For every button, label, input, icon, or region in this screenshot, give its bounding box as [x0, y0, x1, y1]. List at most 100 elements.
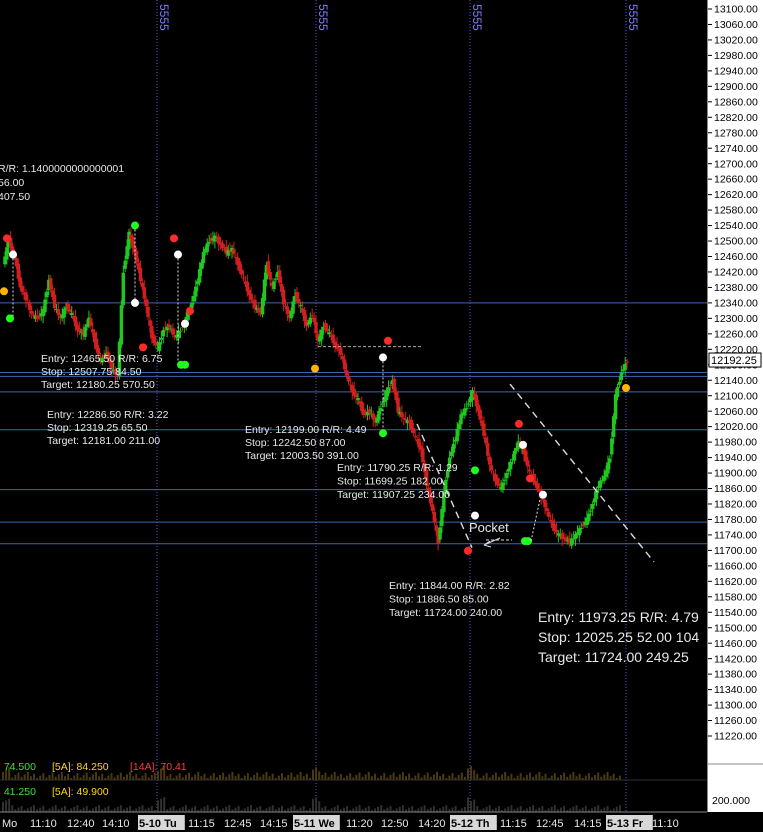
session-marker-label: 5555 — [316, 4, 330, 31]
candle-body — [508, 461, 513, 470]
candle-body — [495, 477, 499, 485]
candle-body — [24, 292, 28, 301]
price-tick-label: 11380.00 — [714, 669, 757, 681]
candle-body — [83, 327, 87, 337]
time-label-highlight — [138, 815, 185, 830]
candle-body — [113, 369, 118, 375]
time-tick-label: 14:10 — [102, 818, 130, 830]
candle-body — [613, 394, 618, 420]
price-axis: 13100.00 13060.00 13020.00 12980.00 12940.00… — [707, 0, 763, 812]
candle-body — [264, 264, 269, 280]
annotation-trade-3: Entry: 12199.00 R/R: 4.49 — [245, 424, 367, 436]
candle-body — [392, 378, 396, 392]
candle-body — [344, 370, 349, 376]
volume-bar — [560, 775, 562, 780]
annotation-trade-6: Target: 11724.00 249.25 — [538, 649, 689, 665]
volume-bar — [85, 806, 88, 812]
volume-bar — [20, 776, 23, 780]
candle-body — [138, 267, 143, 282]
volume-bar — [432, 806, 435, 812]
candle-body — [350, 385, 354, 393]
candle-body — [615, 387, 620, 398]
volume-bar — [591, 777, 593, 780]
candle-body — [327, 332, 332, 335]
volume-bar — [361, 776, 364, 780]
candle-body — [335, 343, 339, 349]
candle-body — [291, 301, 295, 314]
volume-bar — [299, 807, 302, 812]
trade-marker — [622, 383, 630, 392]
time-label-highlight — [450, 815, 497, 830]
candle-body — [300, 308, 305, 313]
volume-bar — [448, 809, 451, 812]
price-tick-label: 12940.00 — [714, 65, 758, 77]
volume-bar — [274, 809, 277, 812]
volume-bar — [498, 776, 500, 780]
annotation-top-partial: R/R: 1.1400000000000001 — [0, 163, 124, 175]
volume-bar — [488, 777, 491, 780]
volume-bar — [172, 778, 175, 780]
volume-bar — [225, 776, 228, 780]
candle-body — [440, 509, 444, 526]
volume-bar — [513, 778, 516, 780]
candle-body — [550, 520, 555, 528]
volume-bar — [234, 776, 237, 780]
volume-bar — [29, 806, 32, 812]
price-tick-label: 11620.00 — [714, 576, 757, 588]
candle-body — [552, 524, 557, 532]
volume-bar — [374, 773, 376, 780]
volume-bar — [95, 772, 97, 780]
volume-bar — [566, 810, 569, 812]
candle-body — [402, 417, 406, 419]
candle-body — [205, 243, 209, 252]
volume-bar — [544, 773, 547, 780]
candle-body — [260, 297, 265, 315]
volume-bar — [575, 776, 578, 780]
candle-body — [547, 511, 551, 517]
candle-body — [192, 295, 196, 302]
volume-bar — [535, 809, 538, 812]
volume-bar — [259, 806, 262, 812]
candle-body — [583, 522, 587, 525]
volume-bar — [181, 777, 184, 780]
volume-bar — [355, 806, 358, 812]
volume-bar — [33, 805, 35, 812]
candle-body — [195, 281, 200, 285]
volume-bar — [45, 777, 48, 780]
annotation-trade-6: Entry: 11973.25 R/R: 4.79 — [538, 609, 699, 625]
volume-bar — [467, 797, 469, 812]
trade-marker — [384, 336, 392, 345]
annotation-trade-2: Entry: 12286.50 R/R: 3.22 — [47, 409, 169, 421]
volume-bar — [414, 775, 417, 780]
candle-body — [623, 363, 627, 371]
volume-bar — [116, 775, 119, 780]
candle-body — [176, 330, 181, 339]
volume-bar — [163, 797, 166, 812]
candle-body — [58, 316, 62, 318]
volume-bar — [250, 777, 252, 780]
volume-bar — [587, 773, 590, 780]
volume-bar — [228, 774, 231, 780]
time-tick-label: 5-12 Th — [451, 818, 490, 830]
candle-body — [598, 480, 603, 488]
price-tick-label: 12860.00 — [714, 96, 758, 108]
candle-body — [549, 519, 553, 521]
volume-bar — [538, 772, 541, 780]
volume-bar — [98, 776, 101, 780]
candle-body — [39, 313, 43, 316]
volume-bar — [2, 772, 4, 780]
volume-bar — [23, 774, 26, 780]
volume-bar — [482, 808, 485, 812]
candle-body — [434, 525, 438, 531]
volume-bar — [563, 806, 566, 812]
candlesticks — [3, 227, 629, 551]
volume-bar — [29, 776, 32, 780]
volume-bar — [51, 806, 54, 812]
volume-bar — [606, 806, 609, 812]
volume-bar — [603, 774, 606, 780]
candle-body — [64, 307, 68, 310]
time-tick-label: 5-11 We — [294, 818, 335, 830]
volume-bar — [377, 806, 380, 812]
annotation-trade-4: Entry: 11790.25 R/R: 1.29 — [337, 462, 458, 474]
